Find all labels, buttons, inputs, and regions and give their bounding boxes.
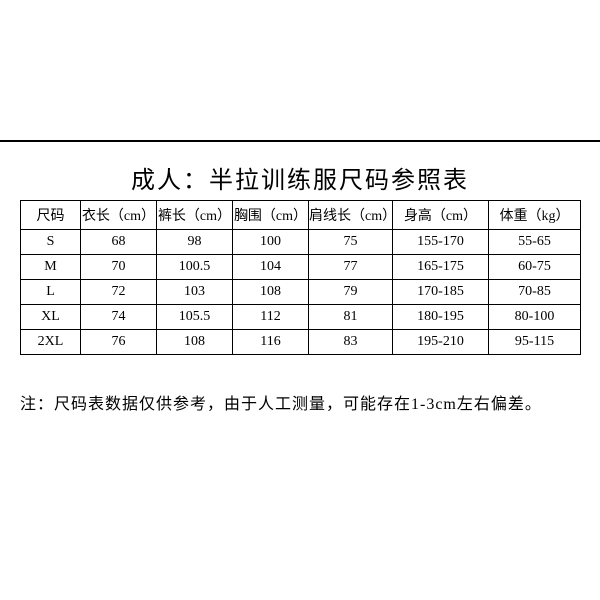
col-header: 体重（kg）	[489, 201, 581, 230]
table-header-row: 尺码 衣长（cm） 裤长（cm） 胸围（cm） 肩线长（cm） 身高（cm） 体…	[21, 201, 581, 230]
cell: XL	[21, 305, 81, 330]
cell: 72	[81, 280, 157, 305]
cell: 105.5	[157, 305, 233, 330]
cell: 116	[233, 330, 309, 355]
cell: L	[21, 280, 81, 305]
cell: 95-115	[489, 330, 581, 355]
col-header: 肩线长（cm）	[309, 201, 393, 230]
cell: 180-195	[393, 305, 489, 330]
cell: 75	[309, 230, 393, 255]
cell: 55-65	[489, 230, 581, 255]
cell: 155-170	[393, 230, 489, 255]
table-row: XL 74 105.5 112 81 180-195 80-100	[21, 305, 581, 330]
cell: 100	[233, 230, 309, 255]
cell: 70-85	[489, 280, 581, 305]
cell: 68	[81, 230, 157, 255]
cell: 80-100	[489, 305, 581, 330]
col-header: 尺码	[21, 201, 81, 230]
cell: 74	[81, 305, 157, 330]
cell: 103	[157, 280, 233, 305]
cell: 165-175	[393, 255, 489, 280]
page-title: 成人：半拉训练服尺码参照表	[0, 160, 600, 195]
cell: 108	[157, 330, 233, 355]
cell: 2XL	[21, 330, 81, 355]
cell: 77	[309, 255, 393, 280]
col-header: 衣长（cm）	[81, 201, 157, 230]
table-row: M 70 100.5 104 77 165-175 60-75	[21, 255, 581, 280]
cell: M	[21, 255, 81, 280]
size-table: 尺码 衣长（cm） 裤长（cm） 胸围（cm） 肩线长（cm） 身高（cm） 体…	[20, 200, 581, 355]
cell: 108	[233, 280, 309, 305]
cell: 112	[233, 305, 309, 330]
table-row: L 72 103 108 79 170-185 70-85	[21, 280, 581, 305]
cell: 104	[233, 255, 309, 280]
cell: 76	[81, 330, 157, 355]
col-header: 裤长（cm）	[157, 201, 233, 230]
cell: 170-185	[393, 280, 489, 305]
page: 成人：半拉训练服尺码参照表 尺码 衣长（cm） 裤长（cm） 胸围（cm） 肩线…	[0, 0, 600, 600]
table-row: 2XL 76 108 116 83 195-210 95-115	[21, 330, 581, 355]
table-row: S 68 98 100 75 155-170 55-65	[21, 230, 581, 255]
cell: 81	[309, 305, 393, 330]
cell: 79	[309, 280, 393, 305]
cell: 70	[81, 255, 157, 280]
top-divider	[0, 140, 600, 142]
cell: 98	[157, 230, 233, 255]
cell: 195-210	[393, 330, 489, 355]
size-table-wrap: 尺码 衣长（cm） 裤长（cm） 胸围（cm） 肩线长（cm） 身高（cm） 体…	[20, 200, 580, 355]
cell: 100.5	[157, 255, 233, 280]
cell: S	[21, 230, 81, 255]
col-header: 身高（cm）	[393, 201, 489, 230]
cell: 83	[309, 330, 393, 355]
col-header: 胸围（cm）	[233, 201, 309, 230]
cell: 60-75	[489, 255, 581, 280]
footnote: 注：尺码表数据仅供参考，由于人工测量，可能存在1-3cm左右偏差。	[20, 390, 580, 414]
